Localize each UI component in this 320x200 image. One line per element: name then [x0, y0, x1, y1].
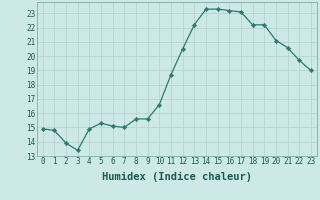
X-axis label: Humidex (Indice chaleur): Humidex (Indice chaleur) [102, 172, 252, 182]
